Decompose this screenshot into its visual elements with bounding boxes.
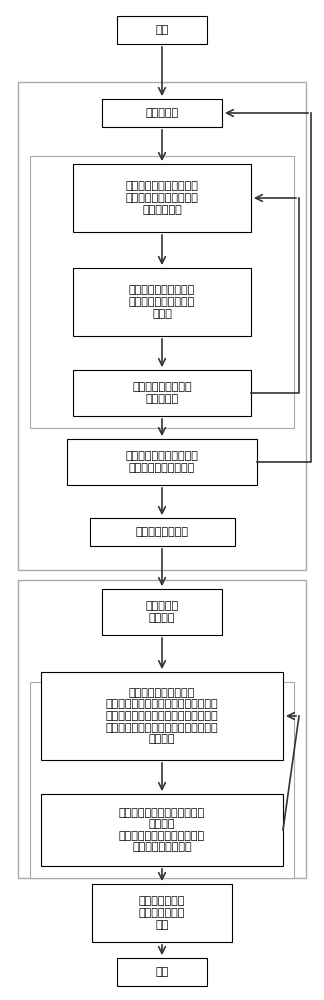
Text: 开始: 开始	[156, 25, 168, 35]
Bar	[102, 99, 222, 127]
Text: 选取标定点: 选取标定点	[145, 108, 179, 118]
Bar	[89, 518, 235, 546]
Text: 温度恒定后，记录上位
机温度示数和温控装置
温度值: 温度恒定后，记录上位 机温度示数和温控装置 温度值	[129, 285, 195, 319]
Text: 结束: 结束	[156, 967, 168, 977]
Bar	[30, 682, 294, 878]
Bar	[73, 164, 251, 232]
Bar	[73, 268, 251, 336]
Bar	[18, 580, 306, 878]
Text: 所有温控点记录完成，更
换标定点重复上述步骤: 所有温控点记录完成，更 换标定点重复上述步骤	[126, 451, 198, 473]
Text: 导入区段趋势项函数，
并导入区段两标定点在某一温控点的标
准温度值，根据区段趋势项函数计算传
感光缆全链路所有点在所述温控点的温
度标定值: 导入区段趋势项函数， 并导入区段两标定点在某一温控点的标 准温度值，根据区段趋势…	[106, 688, 218, 744]
Bar	[117, 16, 207, 44]
Bar	[92, 884, 232, 942]
Bar	[41, 794, 283, 866]
Text: 获取区段趋
势项函数: 获取区段趋 势项函数	[145, 601, 179, 623]
Bar	[102, 589, 222, 635]
Bar	[30, 156, 294, 428]
Text: 整合生成传感光
缆全链路温度标
定表: 整合生成传感光 缆全链路温度标 定表	[139, 896, 185, 930]
Text: 按照标定点不同温控点重复上
述步骤，
进行每个区段内所有点的在各
温控点下的温度标定: 按照标定点不同温控点重复上 述步骤， 进行每个区段内所有点的在各 温控点下的温度…	[119, 808, 205, 852]
Bar	[73, 370, 251, 416]
Text: 单点标定工作完成: 单点标定工作完成	[135, 527, 189, 537]
Text: 选择下一温控点，重
复上述步骤: 选择下一温控点，重 复上述步骤	[132, 382, 192, 404]
Bar	[67, 439, 257, 485]
Bar	[41, 672, 283, 760]
Bar	[117, 958, 207, 986]
Bar	[18, 82, 306, 570]
Text: 选择一个温控点，通过温
控装置给标定点位置传感
光缆进行升温: 选择一个温控点，通过温 控装置给标定点位置传感 光缆进行升温	[126, 181, 198, 215]
